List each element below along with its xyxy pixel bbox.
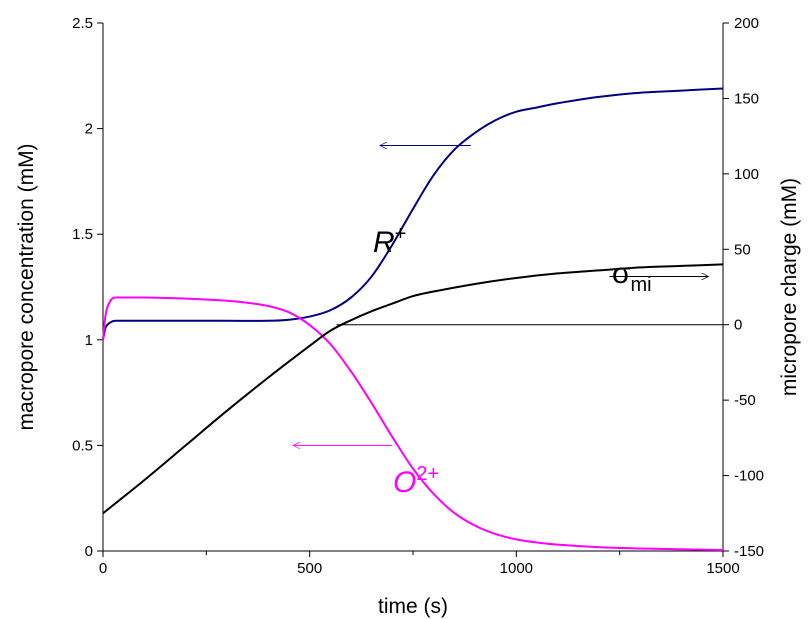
x-tick-label: 500 (297, 560, 322, 577)
y-right-tick-label: -100 (734, 468, 764, 485)
x-tick-label: 1500 (706, 560, 739, 577)
y-left-tick-label: 1 (85, 332, 93, 349)
y-right-tick-label: 0 (734, 317, 742, 334)
y-axis-right-title: micropore charge (mM) (778, 178, 801, 396)
series-line-r (102, 87, 724, 340)
y-left-tick-label: 2 (85, 121, 93, 138)
y-left-tick-label: 0 (85, 543, 93, 560)
y-left-tick-label: 0.5 (72, 437, 93, 454)
x-tick-label: 1000 (500, 560, 533, 577)
y-right-tick-label: -50 (734, 392, 756, 409)
x-axis-title: time (s) (378, 595, 448, 618)
y-axis-left-title: macropore concentration (mM) (15, 143, 38, 430)
series-label-sigma: σmi (612, 257, 652, 296)
y-left-tick-label: 1.5 (72, 226, 93, 243)
y-right-tick-label: 150 (734, 90, 759, 107)
y-right-tick-label: 200 (734, 15, 759, 32)
y-left-tick-label: 2.5 (72, 15, 93, 32)
y-right-tick-label: -150 (734, 543, 764, 560)
y-right-tick-label: 50 (734, 241, 751, 258)
x-tick-label: 0 (99, 560, 107, 577)
series-label-r: R+ (373, 223, 406, 259)
series-line-o (102, 296, 724, 551)
y-right-tick-label: 100 (734, 166, 759, 183)
series-label-o: O2+ (393, 463, 439, 499)
series-line-sigma (102, 263, 724, 515)
